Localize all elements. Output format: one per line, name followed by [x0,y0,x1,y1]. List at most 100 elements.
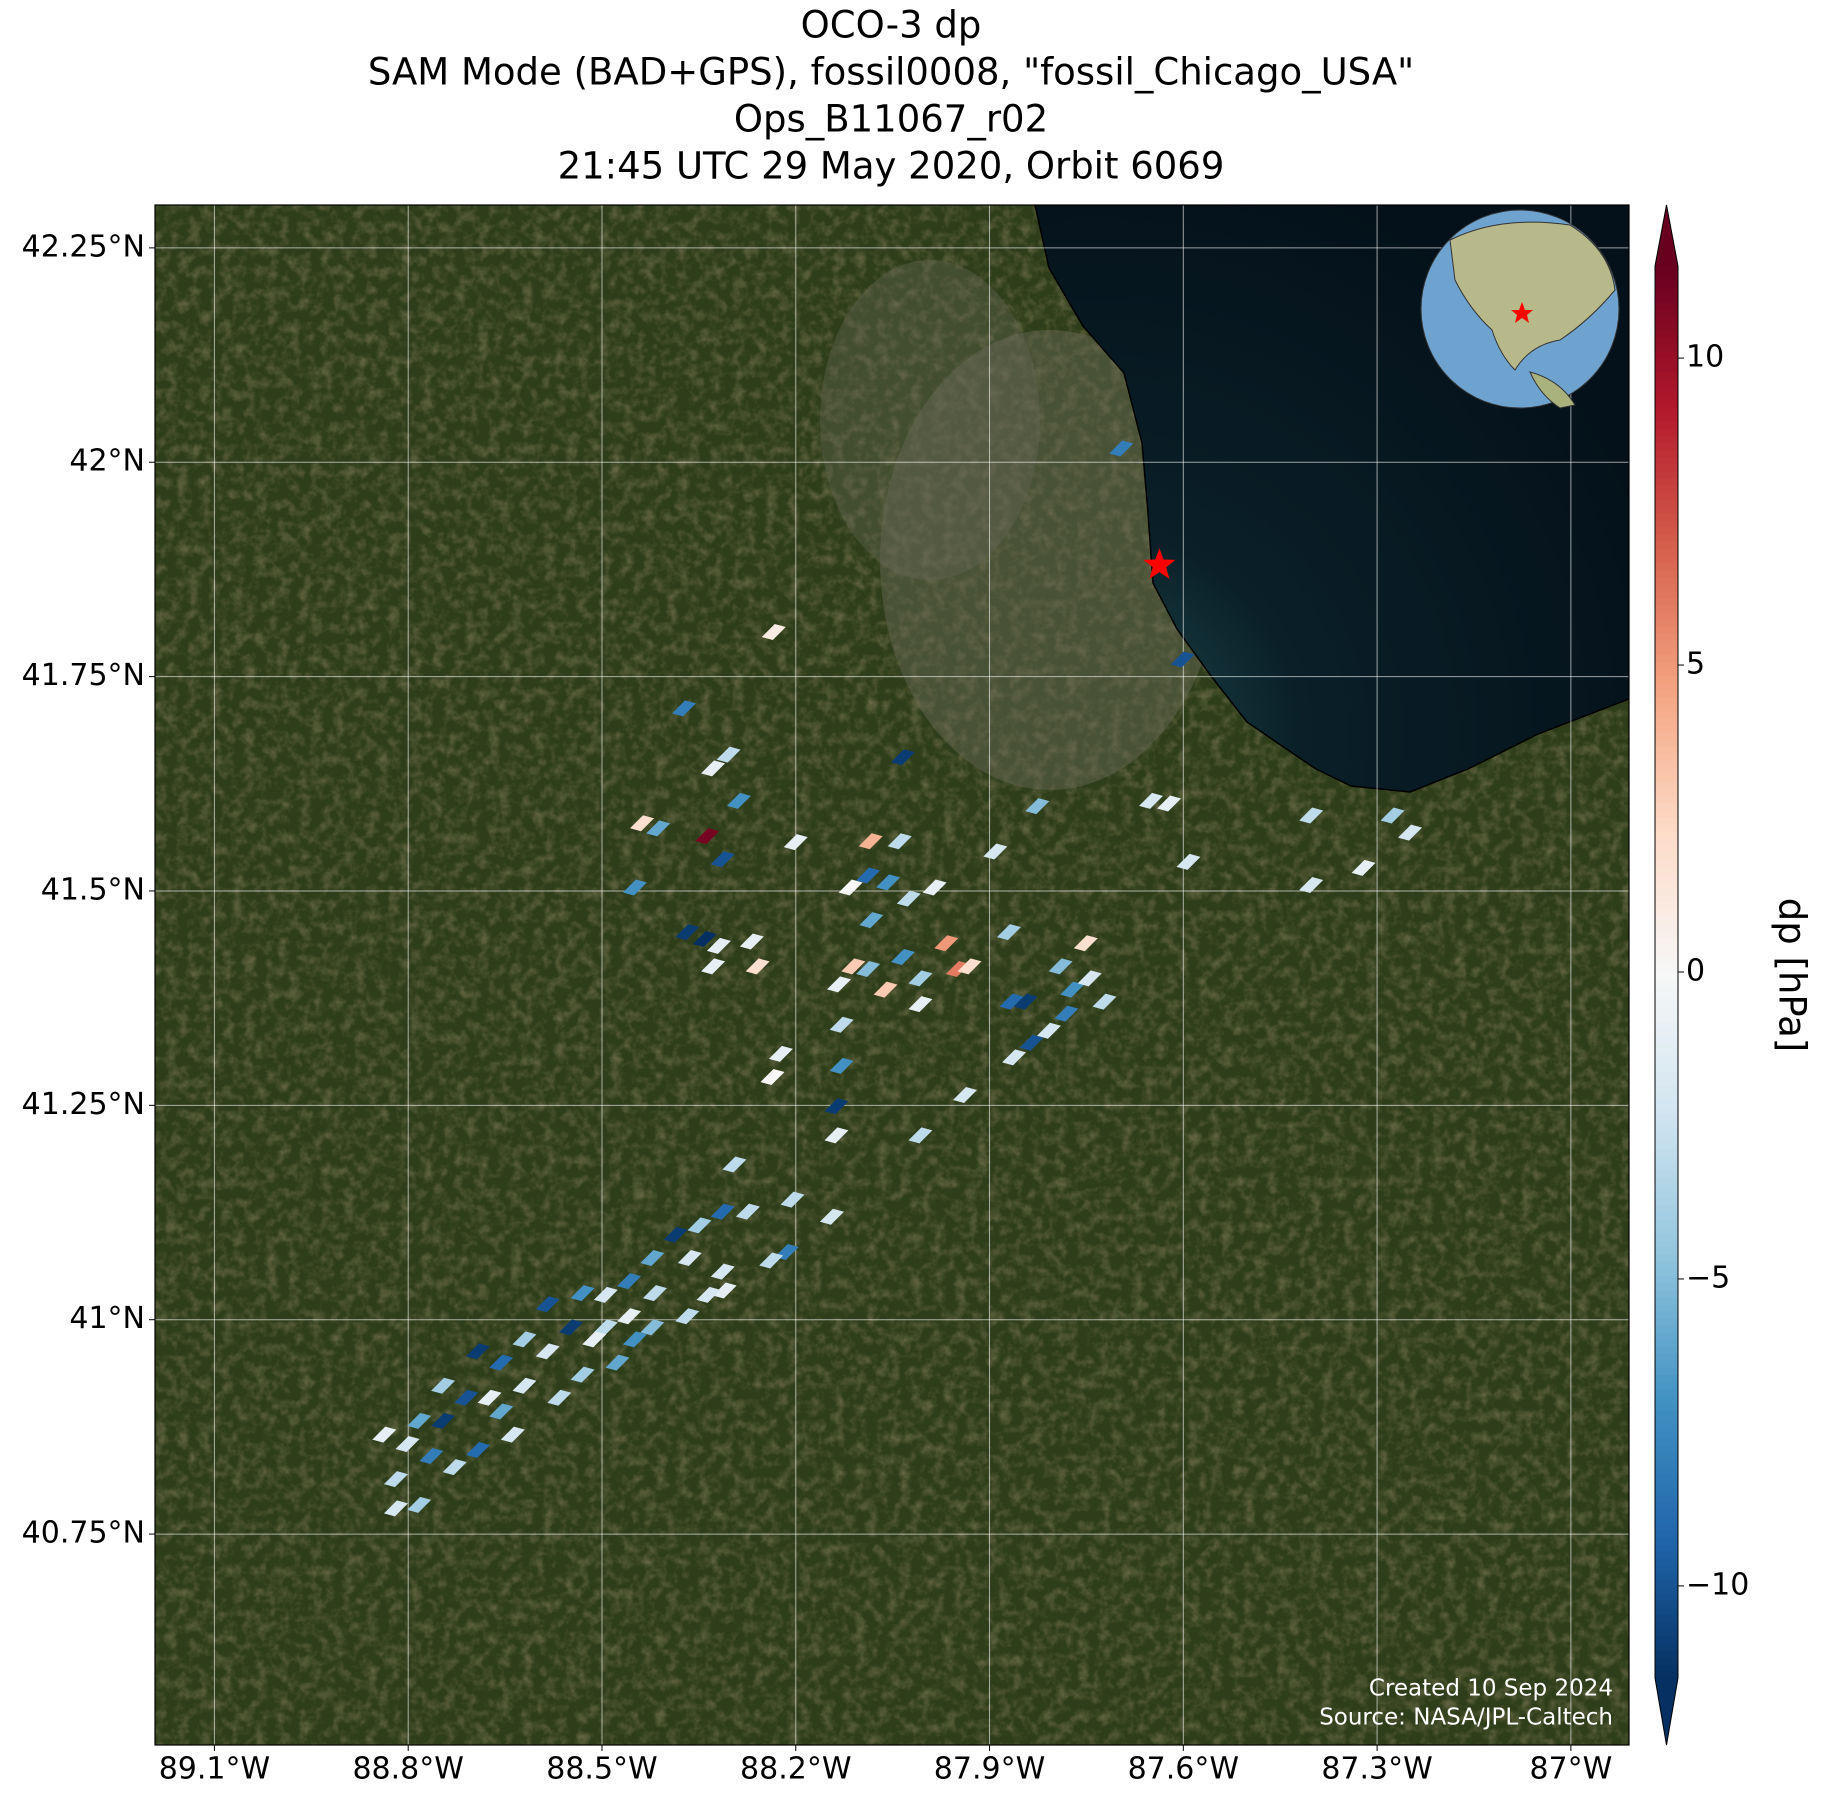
sounding [695,828,720,845]
sounding [622,879,647,896]
sounding [535,1296,560,1313]
colorbar-label: dp [hPa] [1771,898,1814,1052]
sounding [677,1249,702,1266]
sounding [908,1127,933,1144]
chart-title: SAM Mode (BAD+GPS), fossil0008, "fossil_… [368,51,1414,94]
colorbar-segment [1655,1303,1678,1312]
colorbar-segment [1655,371,1678,380]
colorbar-segment [1655,484,1678,493]
colorbar-segment [1655,1035,1678,1044]
colorbar-segment [1655,1183,1678,1192]
sounding [646,820,671,837]
colorbar-segment [1655,393,1678,401]
colorbar-segment [1655,1254,1678,1263]
colorbar-segment [1655,929,1678,938]
colorbar-segment [1655,1572,1678,1580]
sounding [922,879,947,896]
colorbar-segment [1655,950,1678,959]
colorbar-segment [1655,1550,1678,1559]
colorbar-segment [1655,1127,1678,1135]
colorbar-tick-label: 5 [1686,647,1705,682]
y-tick-label: 42°N [69,444,145,479]
sounding [1109,440,1134,457]
basemap [155,205,1629,1745]
colorbar-segment [1655,513,1678,521]
colorbar-segment [1655,1346,1678,1354]
colorbar-segment [1655,1423,1678,1432]
colorbar-segment [1655,414,1678,422]
colorbar-segment [1655,724,1678,733]
sounding [558,1319,583,1336]
colorbar-segment [1655,428,1678,437]
colorbar-tick-label: −10 [1686,1567,1749,1602]
x-tick-label: 88.8°W [352,1752,463,1787]
sounding [710,1263,735,1280]
sounding [431,1377,456,1394]
sounding [722,1156,747,1173]
colorbar-segment [1655,1162,1678,1171]
colorbar-segment [1655,1635,1678,1644]
colorbar-segment [1655,816,1678,825]
colorbar-segment [1655,1148,1678,1157]
colorbar-segment [1655,1515,1678,1524]
sounding [1060,981,1085,998]
y-tick-label: 41°N [69,1301,145,1336]
colorbar-segment [1655,357,1678,366]
sounding [710,851,735,868]
sounding [675,1308,700,1325]
colorbar-segment [1655,308,1678,317]
sounding [372,1426,397,1443]
sounding [547,1389,572,1406]
colorbar-segment [1655,1275,1678,1284]
colorbar-segment [1655,386,1678,394]
sounding [431,1412,456,1429]
colorbar-segment [1655,880,1678,888]
sounding [952,1087,977,1104]
colorbar-segment [1655,1014,1678,1023]
colorbar-segment [1655,1212,1678,1220]
colorbar-segment [1655,315,1678,324]
sounding [999,993,1024,1010]
sounding [630,815,655,832]
colorbar-segment [1655,859,1678,867]
y-tick-label: 40.75°N [22,1516,145,1551]
inset-globe [1420,209,1620,409]
colorbar-segment [1655,1388,1678,1397]
colorbar-segment [1655,294,1678,302]
colorbar-segment [1655,1000,1678,1008]
sounding [780,1191,805,1208]
colorbar-segment [1655,541,1678,549]
colorbar-segment [1655,378,1678,387]
colorbar-segment [1655,986,1678,994]
colorbar-segment [1655,590,1678,599]
sounding [735,1203,760,1220]
colorbar-segment [1655,1176,1678,1185]
colorbar-segment [1655,1007,1678,1015]
sounding [465,1343,490,1360]
sounding [996,924,1021,941]
sounding [856,960,881,977]
colorbar-segment [1655,1445,1678,1453]
sounding [726,792,751,809]
colorbar-segment [1655,301,1678,309]
colorbar-segment [1655,1642,1678,1651]
colorbar-segment [1655,1565,1678,1573]
sounding [465,1442,490,1459]
colorbar-outline [1654,204,1679,1746]
colorbar-segment [1655,1197,1678,1206]
sounding [1025,798,1050,815]
x-tick-label: 88.2°W [740,1752,851,1787]
colorbar-segment [1655,1113,1678,1121]
colorbar-segment [1655,1459,1678,1467]
colorbar-segment [1655,456,1678,465]
y-tick-label: 42.25°N [22,229,145,264]
sounding [1176,853,1201,870]
colorbar-segment [1655,576,1678,585]
colorbar-segment [1655,1325,1678,1333]
colorbar-segment [1655,1593,1678,1601]
colorbar-segment [1655,809,1678,818]
y-tick-label: 41.75°N [22,658,145,693]
sounding [824,1098,849,1115]
colorbar-segment [1655,1663,1678,1672]
colorbar-segment [1655,908,1678,917]
